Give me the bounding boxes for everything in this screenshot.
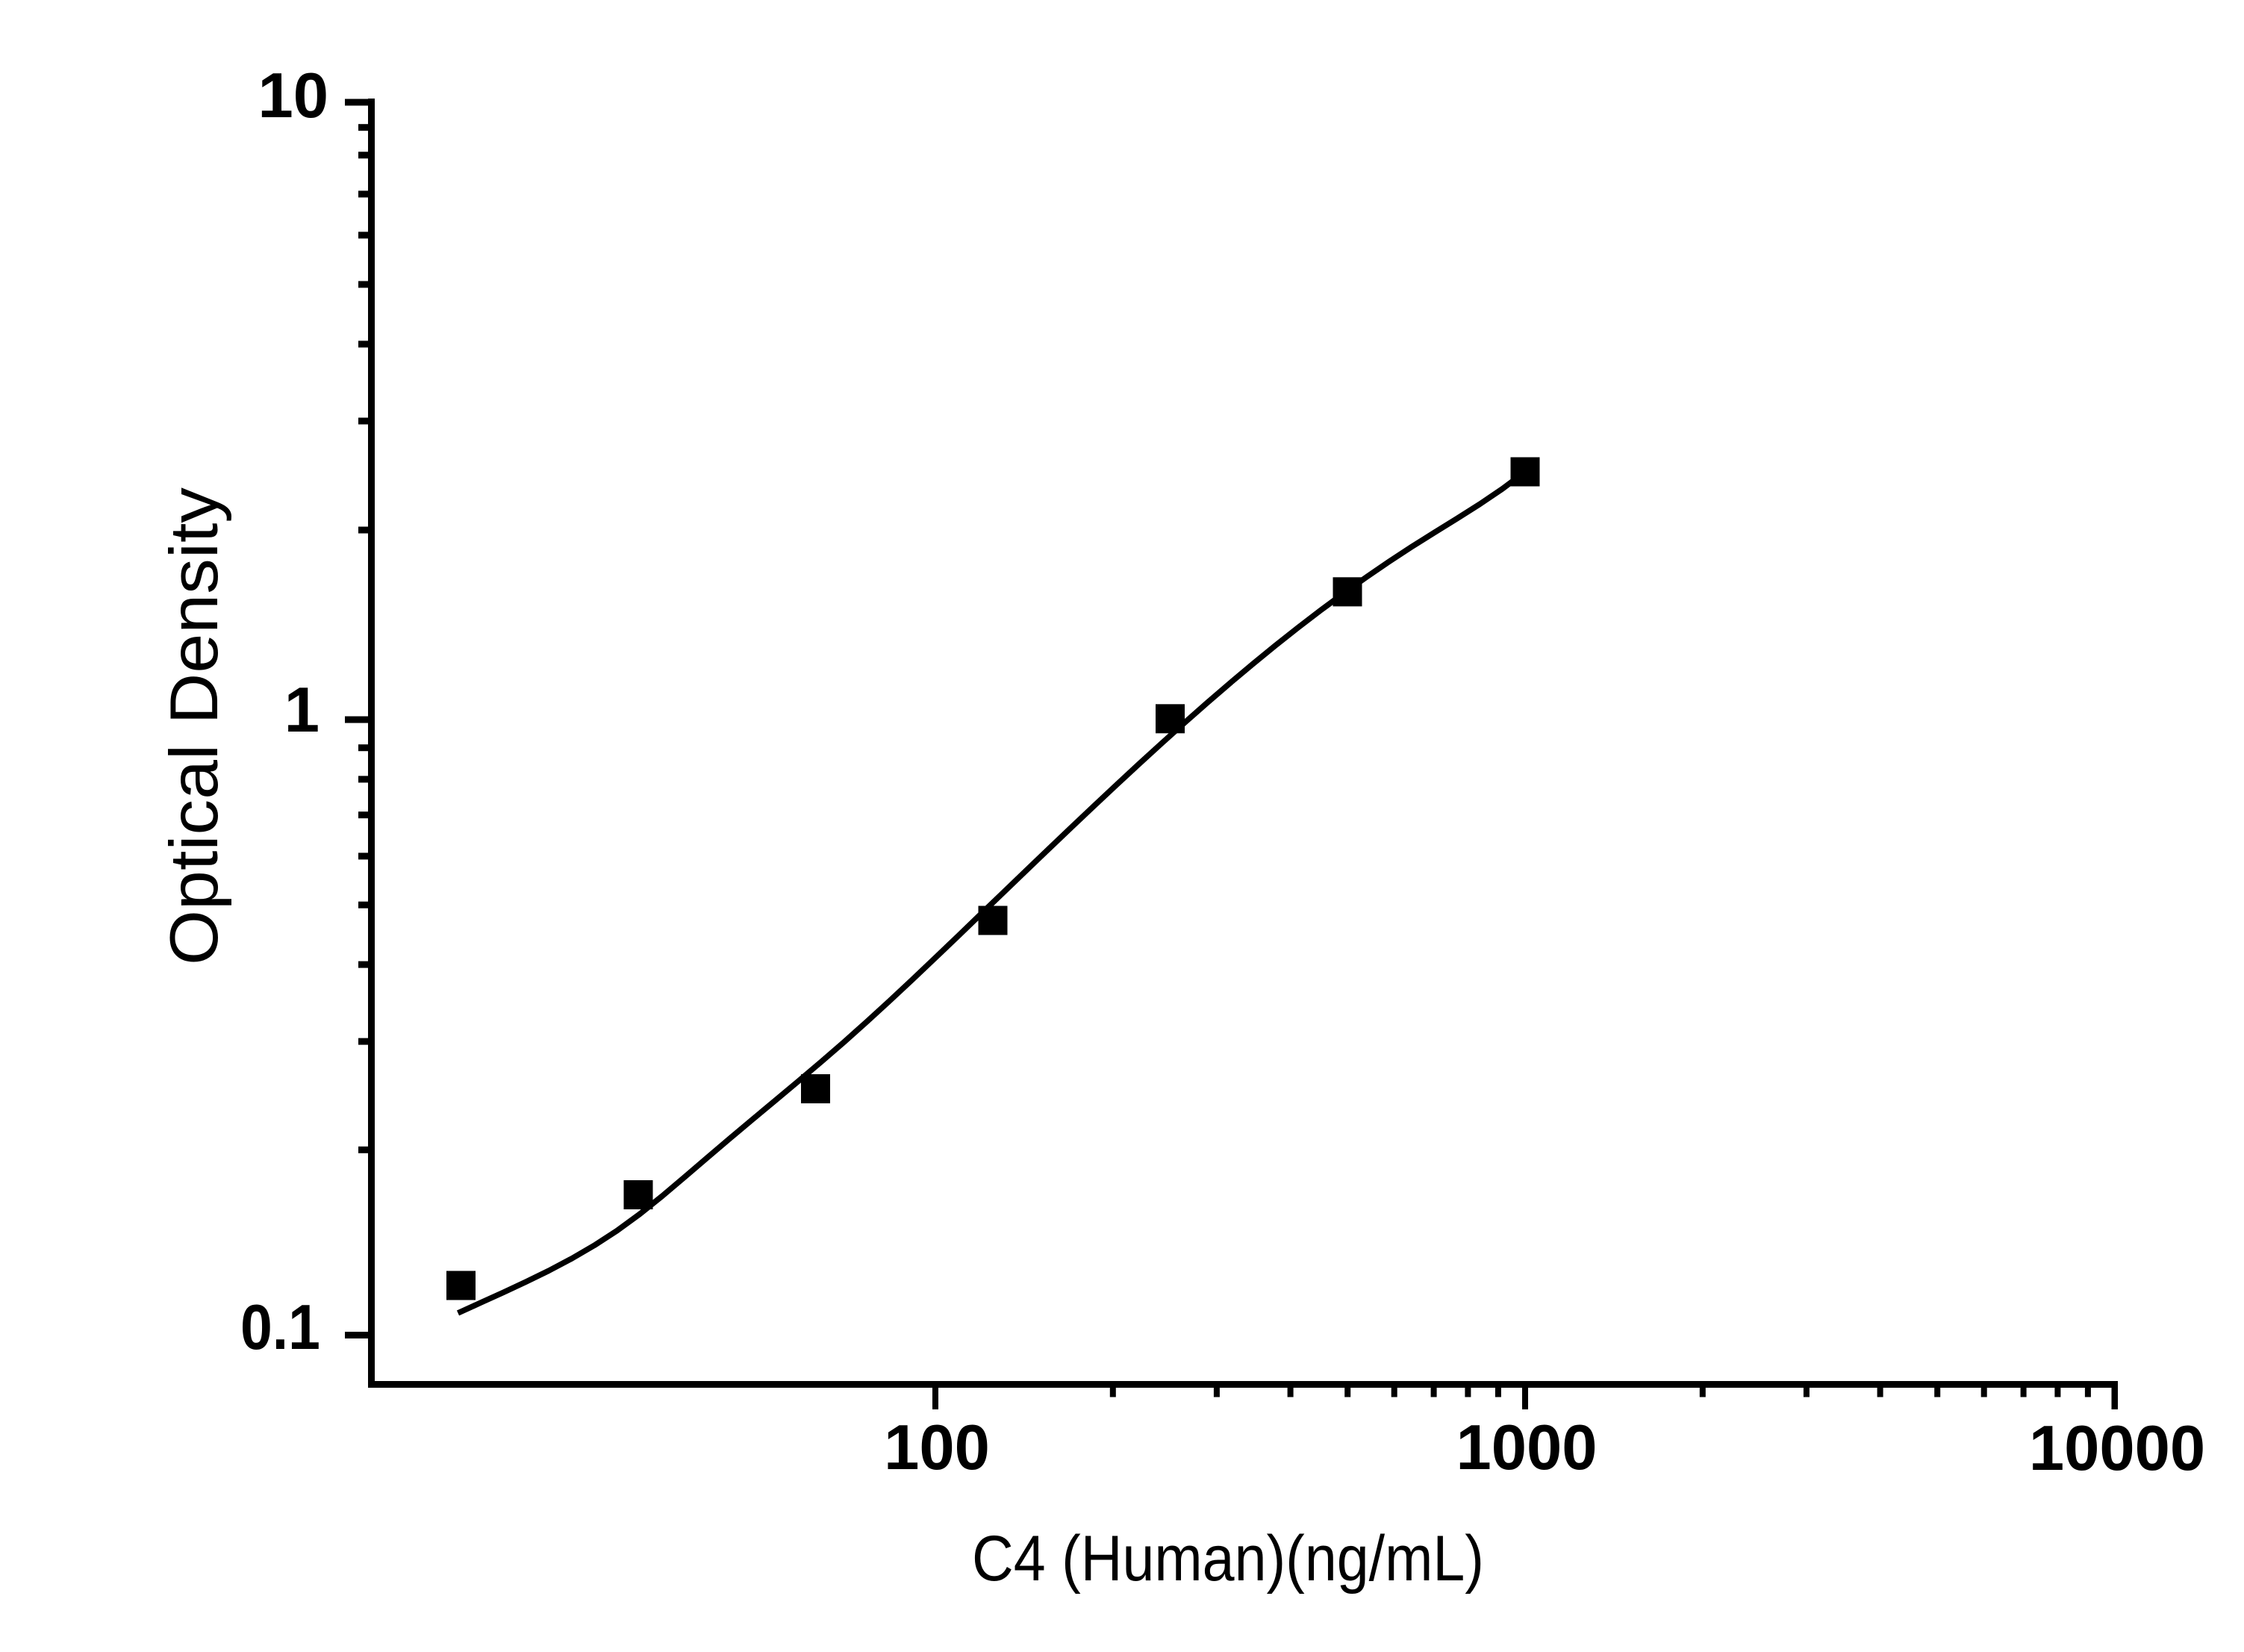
- svg-text:1: 1: [284, 675, 320, 746]
- svg-text:100: 100: [884, 1412, 990, 1483]
- svg-text:Optical Density: Optical Density: [157, 487, 232, 965]
- svg-text:10000: 10000: [2029, 1413, 2205, 1484]
- svg-text:1000: 1000: [1456, 1412, 1597, 1483]
- svg-text:0.1: 0.1: [240, 1292, 320, 1363]
- svg-text:C4 (Human)(ng/mL): C4 (Human)(ng/mL): [972, 1523, 1484, 1595]
- svg-text:10: 10: [258, 60, 328, 131]
